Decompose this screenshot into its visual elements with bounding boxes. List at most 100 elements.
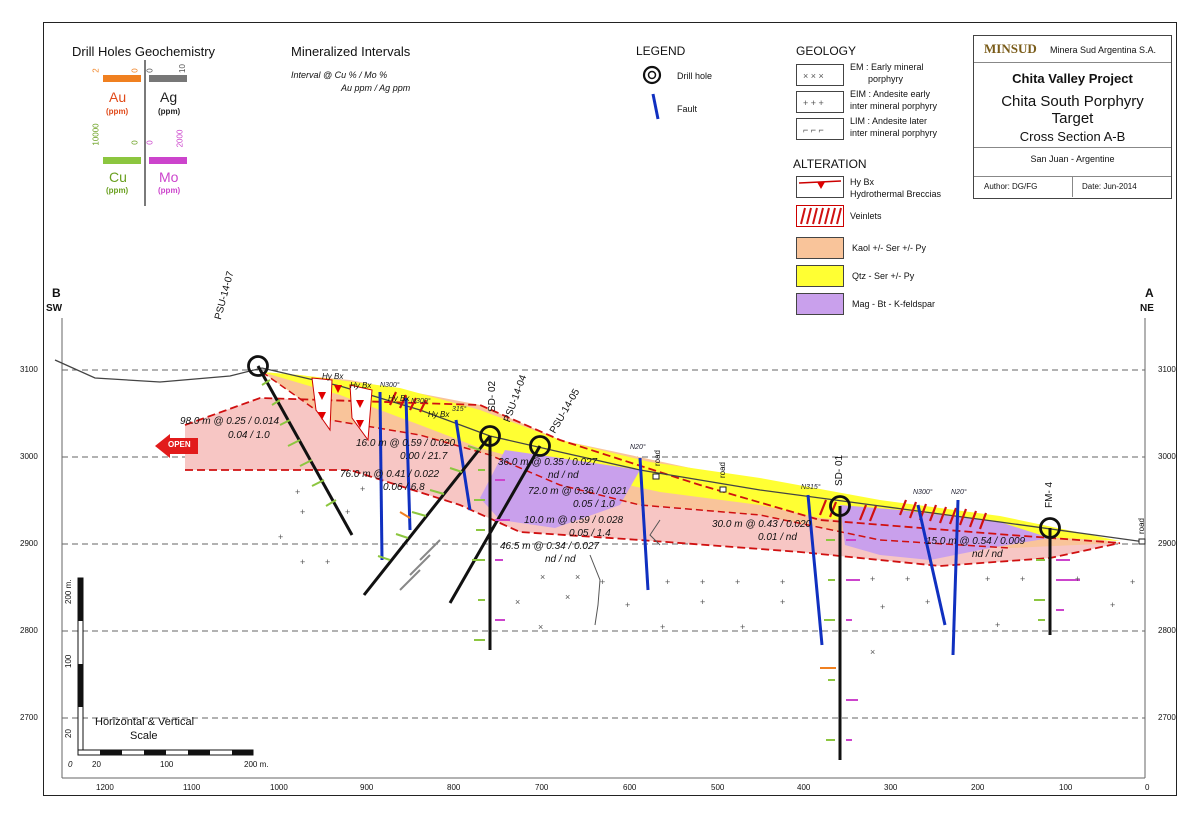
- fault-label: N315°: [801, 484, 821, 491]
- x-tick: 600: [623, 783, 637, 792]
- svg-text:+: +: [665, 577, 670, 587]
- svg-text:×: ×: [575, 572, 580, 582]
- svg-text:+: +: [600, 577, 605, 587]
- elev-label-right: 3100: [1158, 365, 1176, 374]
- contact-upper: [184, 397, 1121, 544]
- mo-unit: (ppm): [158, 186, 181, 195]
- author: Author: DG/FG: [984, 182, 1038, 191]
- hybx-swatch: [796, 176, 844, 198]
- svg-text:+: +: [625, 600, 630, 610]
- elev-label-right: 2800: [1158, 626, 1176, 635]
- qtz-zone: [262, 372, 1120, 541]
- x-tick: 300: [884, 783, 898, 792]
- hybx-label: Hy Bx: [428, 410, 450, 419]
- geochem-bars: [261, 379, 1045, 741]
- interval-label: 0.00 / 21.7: [400, 451, 448, 462]
- interval-label: 36.0 m @ 0.35 / 0.027: [498, 457, 598, 468]
- alteration-title: ALTERATION: [793, 157, 867, 171]
- x-tick: 800: [447, 783, 461, 792]
- svg-text:+: +: [985, 574, 990, 584]
- svg-text:+: +: [300, 557, 305, 567]
- geology-title: GEOLOGY: [796, 44, 857, 58]
- svg-text:× × ×: × × ×: [803, 71, 824, 81]
- svg-text:+: +: [870, 574, 875, 584]
- legend-title: LEGEND: [636, 44, 686, 58]
- section-right-letter: A: [1145, 286, 1154, 300]
- fault-label: 315°: [452, 406, 467, 413]
- x-tick: 1200: [96, 783, 114, 792]
- company-name: Minera Sud Argentina S.A.: [1050, 45, 1157, 55]
- fault-label: N20°: [951, 489, 967, 496]
- svg-text:+: +: [1075, 574, 1080, 584]
- svg-text:+: +: [278, 532, 283, 542]
- x-tick: 100: [1059, 783, 1073, 792]
- scale-label-1: Horizontal & Vertical: [95, 716, 195, 728]
- em-swatch: × × ×: [796, 64, 844, 86]
- interval-label: 0.05 / 1.4: [569, 528, 611, 539]
- title-block: MINSUD Minera Sud Argentina S.A. Chita V…: [973, 35, 1172, 199]
- cu-label: Cu: [109, 169, 127, 185]
- elev-label-left: 2900: [20, 539, 38, 548]
- x-tick: 400: [797, 783, 811, 792]
- hole-label-fm-4: FM- 4: [1044, 481, 1055, 508]
- legend-drill-hole: Drill hole: [677, 71, 713, 81]
- target-name-2: Target: [1051, 110, 1094, 127]
- drill-hole-symbol-icon: [642, 65, 662, 120]
- svg-text:+: +: [660, 622, 665, 632]
- svg-text:+: +: [700, 597, 705, 607]
- au-label: Au: [109, 89, 127, 105]
- svg-text:+: +: [880, 602, 885, 612]
- hybx-pockets: [311, 377, 373, 442]
- project-name: Chita Valley Project: [1012, 71, 1133, 86]
- hybx-label: Hy Bx: [350, 381, 372, 390]
- geochem-legend: [103, 60, 187, 206]
- elev-label-left: 3000: [20, 452, 38, 461]
- location: San Juan - Argentine: [1030, 154, 1115, 164]
- mag-zone-2: [840, 505, 1050, 560]
- company-logo: MINSUD: [984, 41, 1037, 56]
- elev-label-left: 3100: [20, 365, 38, 374]
- scale-tick-h: 100: [160, 760, 174, 769]
- x-tick: 900: [360, 783, 374, 792]
- map-frame: [43, 22, 1177, 796]
- geochem-title: Drill Holes Geochemistry: [72, 44, 216, 59]
- alt-veinlets: Veinlets: [850, 211, 882, 221]
- veinlets: [389, 391, 988, 530]
- section-left-letter: B: [52, 286, 61, 300]
- svg-text:×: ×: [515, 597, 520, 607]
- scale-tick-v: 20: [64, 729, 73, 738]
- open-label: OPEN: [168, 440, 191, 449]
- geo-eim-2: inter mineral porphyry: [850, 101, 938, 111]
- alt-kaol: Kaol +/- Ser +/- Py: [852, 243, 927, 253]
- hybx-label: Hy Bx: [388, 394, 410, 403]
- interval-label: 76.0 m @ 0.41 / 0.022: [340, 469, 440, 480]
- date: Date: Jun-2014: [1082, 182, 1137, 191]
- svg-text:×: ×: [870, 647, 875, 657]
- section-right-dir: NE: [1140, 303, 1154, 314]
- elev-label-right: 2900: [1158, 539, 1176, 548]
- scale-tick-h: 200 m.: [244, 760, 269, 769]
- lim-swatch: ⌐ ⌐ ⌐: [796, 118, 844, 140]
- geo-lim-2: inter mineral porphyry: [850, 128, 938, 138]
- elev-label-right: 2700: [1158, 713, 1176, 722]
- drill-collars: [247, 355, 1061, 539]
- interval-label: 0.05 / 1.0: [573, 499, 615, 510]
- interval-label: 98.0 m @ 0.25 / 0.014: [180, 416, 280, 427]
- svg-text:+: +: [1130, 577, 1135, 587]
- hybx-label: Hy Bx: [322, 372, 344, 381]
- open-arrow: [155, 434, 198, 458]
- kaol-swatch: [796, 237, 844, 259]
- fault-label: N300°: [380, 382, 400, 389]
- geo-em-1: EM : Early mineral: [850, 62, 924, 72]
- x-tick: 0: [1145, 783, 1150, 792]
- geo-lim-1: LIM : Andesite later: [850, 116, 928, 126]
- svg-text:×: ×: [565, 592, 570, 602]
- eim-swatch: + + +: [796, 91, 844, 113]
- elev-label-right: 3000: [1158, 452, 1176, 461]
- svg-text:+: +: [780, 597, 785, 607]
- scale-tick-v: 200 m.: [64, 579, 73, 604]
- svg-text:×: ×: [538, 622, 543, 632]
- ag-label: Ag: [160, 89, 178, 105]
- svg-text:+: +: [905, 574, 910, 584]
- ag-unit: (ppm): [158, 107, 181, 116]
